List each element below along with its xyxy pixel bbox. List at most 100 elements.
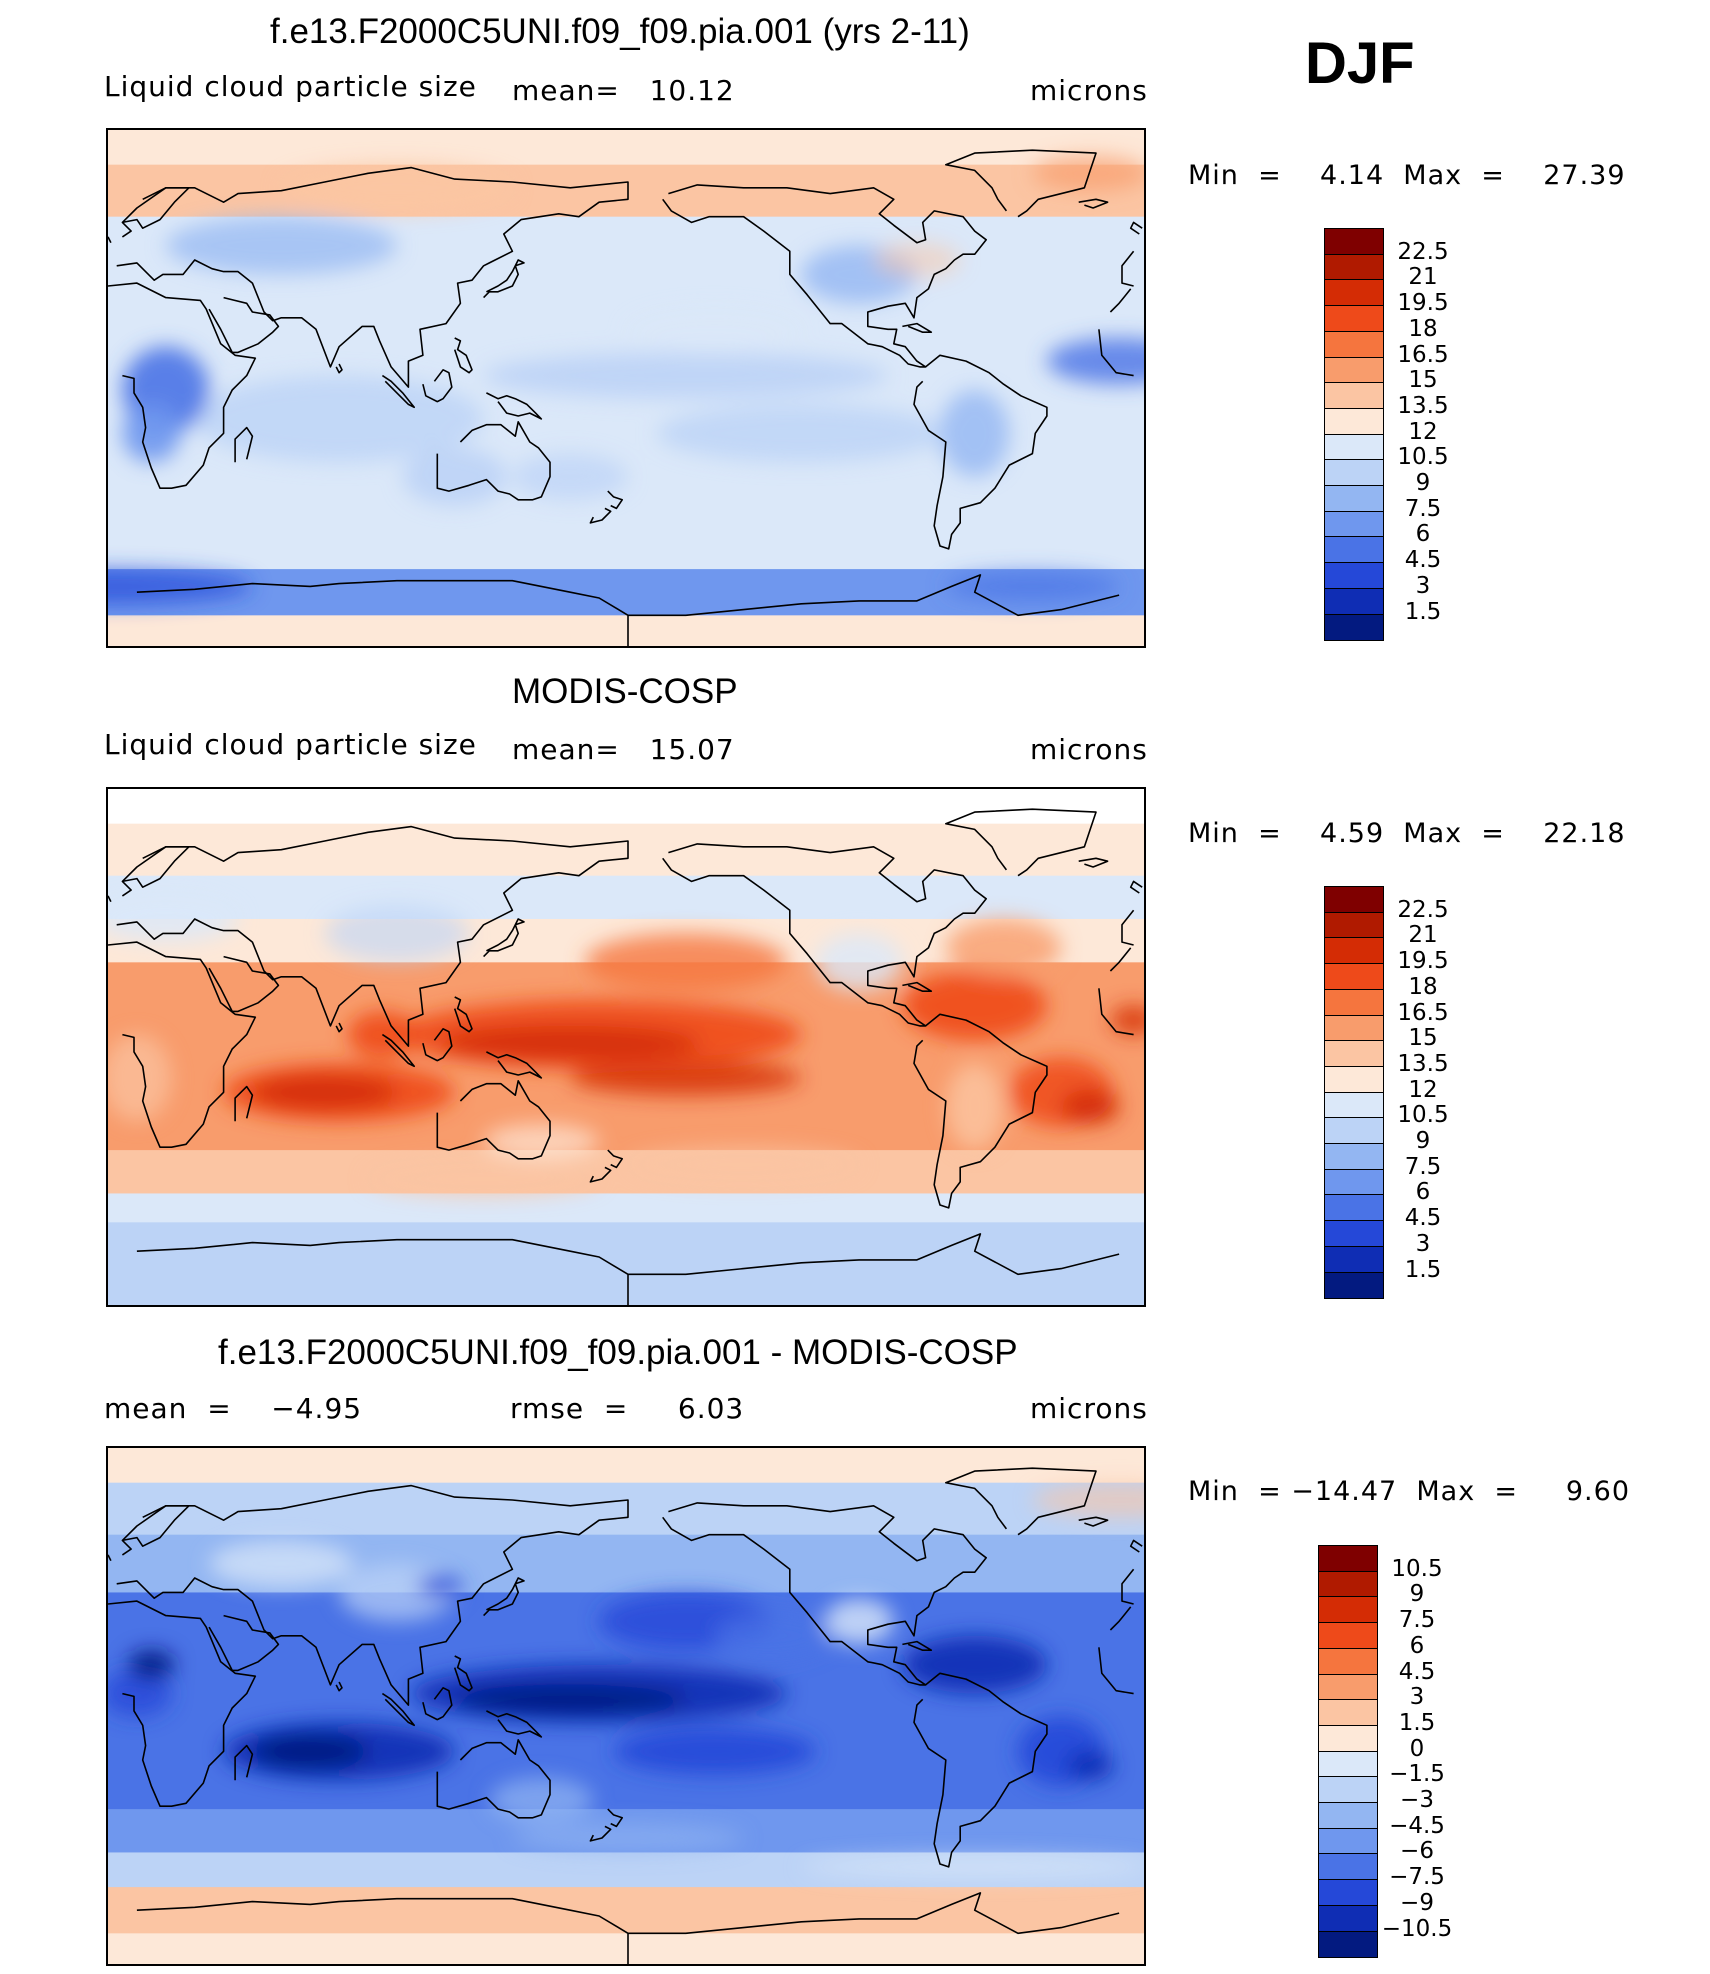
colorbar-swatch [1324, 613, 1384, 641]
coastline [436, 1739, 551, 1819]
field-band [108, 520, 1144, 571]
colorbar-label: 9 [1409, 1581, 1425, 1608]
coastline [1078, 1516, 1109, 1527]
coastline [607, 1808, 623, 1828]
field-anomaly [108, 1670, 172, 1717]
colorbar-label: 16.5 [1397, 341, 1449, 368]
coastline [116, 1484, 1135, 1706]
coastline [483, 918, 525, 958]
colorbar-swatch [1318, 1545, 1378, 1573]
colorbar-label: 4.5 [1404, 547, 1442, 574]
coastline [234, 1085, 254, 1122]
season-label: DJF [1305, 31, 1415, 96]
colorbar-label: 16.5 [1397, 999, 1449, 1026]
field-anomaly [873, 242, 961, 278]
field-band [108, 1887, 1144, 1935]
field-anomaly [656, 404, 946, 463]
field-anomaly [815, 933, 903, 992]
field-anomaly [122, 404, 181, 463]
colorbar-swatch [1318, 1724, 1378, 1753]
coastline [208, 1614, 280, 1672]
coastline [136, 1892, 1120, 1964]
field-anomaly [512, 453, 628, 500]
field-anomaly [940, 390, 1010, 477]
coastline [208, 296, 280, 354]
field-anomaly [417, 1575, 464, 1599]
field-band [108, 1193, 1144, 1224]
field-anomaly [613, 1728, 816, 1775]
map-field-svg [108, 130, 1144, 646]
field-anomaly [281, 164, 513, 211]
coastline [136, 1233, 1120, 1305]
colorbar-label: 7.5 [1398, 1607, 1436, 1634]
coastline [453, 337, 473, 374]
field-anomaly [1032, 1482, 1144, 1518]
field-anomaly [209, 1540, 354, 1587]
colorbar-label: 12 [1408, 418, 1438, 445]
coastline [945, 1467, 1097, 1536]
field-anomaly [1067, 1751, 1114, 1781]
field-anomaly [454, 1684, 686, 1714]
coastline [422, 369, 453, 403]
coastline [913, 1672, 1048, 1868]
field-anomaly [1032, 156, 1144, 191]
coastline [1078, 198, 1109, 209]
coastline [381, 1033, 415, 1068]
colorbar-swatch [1318, 1622, 1378, 1650]
colorbar-label: 6 [1415, 521, 1431, 548]
coastline [483, 259, 525, 299]
colorbar-label: 7.5 [1404, 495, 1442, 522]
panel-mean-obs: mean= 15.07 [512, 733, 735, 766]
field-anomaly [108, 895, 238, 943]
field-anomaly [512, 1823, 744, 1853]
colorbar-swatch [1324, 536, 1384, 564]
coastline [108, 880, 1143, 903]
colorbar-swatch [1324, 1194, 1384, 1222]
coastline [116, 825, 1135, 1047]
colorbar-swatch [1324, 459, 1384, 487]
colorbar-label: −7.5 [1389, 1864, 1445, 1891]
colorbar-label: 9 [1415, 470, 1431, 496]
panel-left-label-model: Liquid cloud particle size [104, 70, 477, 103]
colorbar-swatch [1318, 1904, 1378, 1932]
colorbar-swatch [1318, 1930, 1378, 1958]
panel-rmse-diff: rmse = 6.03 [510, 1392, 745, 1425]
colorbar-swatch [1324, 911, 1384, 939]
coastline [108, 941, 1134, 1148]
colorbar-swatch [1324, 510, 1384, 538]
field-anomaly [483, 1124, 600, 1159]
field-anomaly [945, 572, 1120, 601]
colorbar-swatch [1324, 886, 1384, 914]
field-anomaly [714, 1612, 831, 1659]
field-anomaly [128, 1650, 175, 1680]
colorbar-swatch [1324, 485, 1384, 513]
colorbar-label: 18 [1408, 973, 1438, 1000]
field-band [108, 130, 1144, 166]
panel-title-diff: f.e13.F2000C5UNI.f09_f09.pia.001 - MODIS… [218, 1333, 1018, 1372]
field-anomaly [108, 1034, 172, 1122]
field-anomaly [945, 1063, 1004, 1151]
colorbar-label: 1.5 [1404, 1256, 1442, 1283]
colorbar-label: 10.5 [1391, 1555, 1443, 1582]
field-band [108, 1448, 1144, 1484]
colorbar-label: 19.5 [1397, 948, 1449, 975]
coastline [607, 490, 623, 510]
field-anomaly [324, 904, 470, 963]
colorbar-swatch [1318, 1853, 1378, 1881]
colorbar-swatch [1324, 228, 1384, 256]
colorbar-label: 13.5 [1397, 392, 1449, 419]
coastline [208, 955, 280, 1013]
field-band [108, 875, 1144, 920]
colorbar-label: 15 [1408, 367, 1438, 394]
colorbar-label: 21 [1408, 922, 1438, 949]
coastline [234, 426, 254, 463]
colorbar-label: 19.5 [1397, 290, 1449, 317]
colorbar-label: 15 [1408, 1025, 1438, 1052]
colorbar-swatch [1324, 1091, 1384, 1119]
coastline [108, 282, 1134, 489]
coastline [453, 996, 473, 1033]
colorbar-swatch [1318, 1879, 1378, 1907]
coastline [335, 363, 343, 374]
colorbar-label: −6 [1400, 1838, 1434, 1865]
colorbar-swatch [1324, 305, 1384, 333]
